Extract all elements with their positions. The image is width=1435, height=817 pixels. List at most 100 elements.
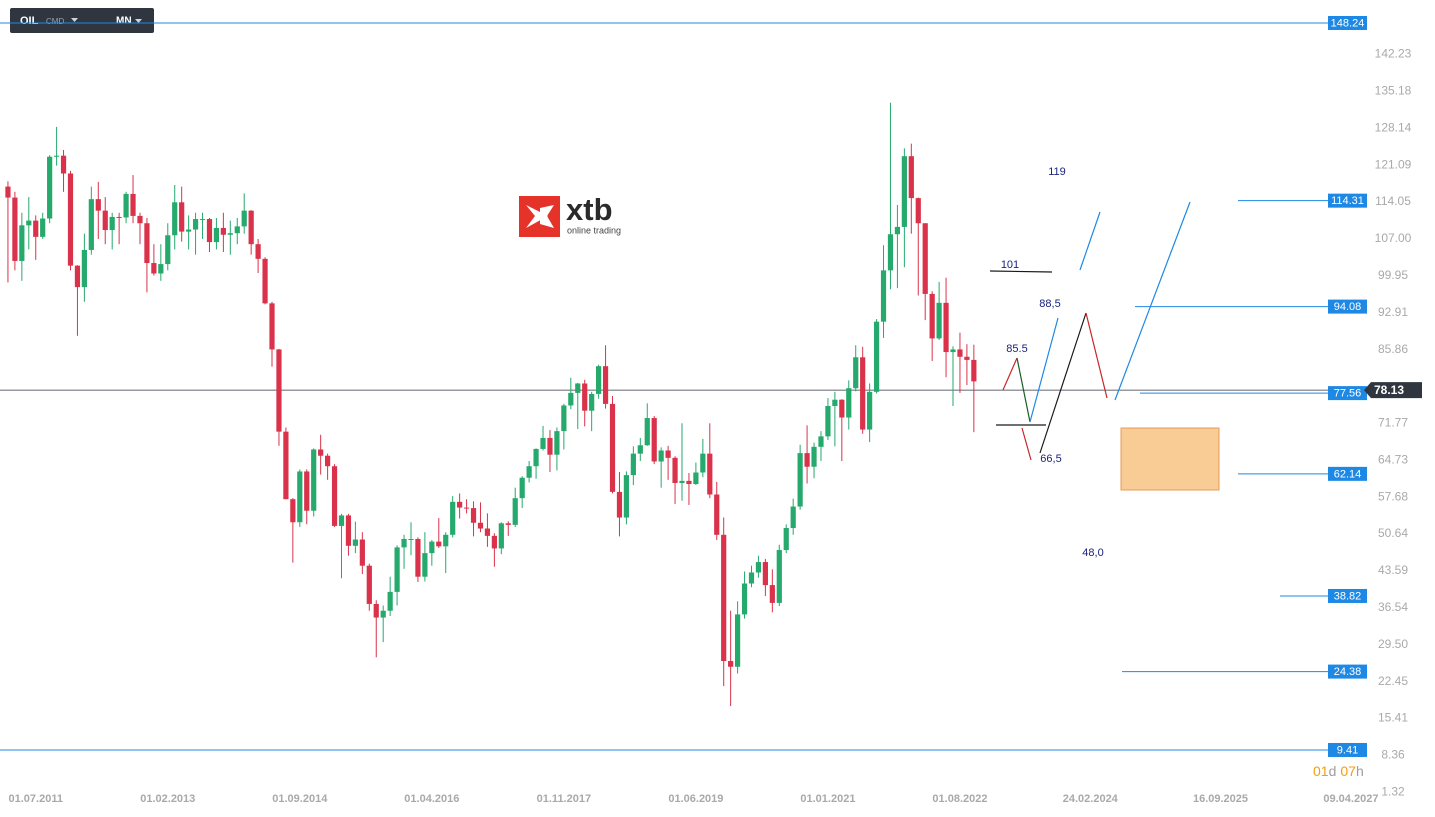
candle-body: [137, 215, 143, 224]
candle-body: [220, 227, 226, 235]
candle-body: [422, 553, 428, 577]
candle-body: [165, 235, 171, 265]
annotation: 101: [1001, 259, 1019, 271]
candle-body: [234, 226, 240, 234]
candle-body: [401, 538, 407, 548]
countdown-hours: 07: [1340, 763, 1356, 779]
y-tick-label: 50.64: [1378, 526, 1408, 540]
drawn-line: [1114, 201, 1191, 401]
level-label-bg: [1328, 15, 1367, 30]
drawn-line: [1016, 357, 1031, 423]
candle-body: [714, 494, 720, 535]
candle-body: [887, 234, 894, 271]
candle-body: [12, 197, 18, 261]
candle-body: [297, 471, 303, 523]
candle-body: [915, 198, 921, 224]
candle-body: [213, 227, 220, 243]
candle-body: [255, 244, 261, 259]
dropdown-arrow[interactable]: [135, 19, 142, 23]
level-label-bg: [1328, 664, 1367, 679]
candle-body: [81, 249, 87, 288]
candle-body: [53, 155, 60, 157]
countdown-day-unit: d: [1329, 763, 1337, 779]
level-label-bg: [1328, 466, 1367, 481]
candle-body: [679, 480, 685, 483]
y-tick-label: 85.86: [1378, 342, 1408, 356]
candle-body: [387, 591, 393, 611]
candle-body: [394, 547, 400, 592]
candle-body: [338, 515, 345, 526]
candle-body: [853, 357, 859, 389]
candle-body: [47, 156, 53, 219]
y-tick-label: 8.36: [1381, 748, 1405, 762]
annotation: 66,5: [1040, 453, 1061, 465]
countdown: 01d 07h: [1313, 763, 1364, 779]
candle-body: [922, 223, 928, 294]
candle-body: [345, 515, 352, 546]
candle-body: [908, 156, 914, 199]
toolbar: OIL CMD MN: [10, 8, 154, 33]
candle-body: [929, 293, 935, 339]
level-label-bg: [1328, 193, 1367, 208]
candle-body: [359, 539, 365, 566]
drawn-line: [1079, 211, 1101, 271]
candle-body: [491, 535, 497, 549]
candle-body: [609, 403, 616, 492]
candle-body: [950, 349, 956, 353]
candle-body: [832, 399, 838, 406]
candle-body: [241, 210, 247, 227]
candle-body: [700, 453, 706, 473]
level-label: 24.38: [1334, 666, 1362, 678]
toolbar-bg: [10, 8, 154, 33]
candle-body: [484, 528, 491, 536]
candle-body: [373, 603, 379, 618]
drawn-line: [1029, 317, 1059, 423]
candle-body: [880, 270, 887, 322]
instrument-kind[interactable]: CMD: [46, 17, 64, 26]
level-label: 77.56: [1334, 388, 1362, 400]
candle-body: [790, 506, 796, 529]
candle-body: [707, 453, 713, 495]
candle-body: [734, 614, 741, 667]
y-tick-label: 128.14: [1375, 120, 1412, 134]
candle-body: [728, 661, 734, 667]
candle-body: [894, 226, 901, 235]
y-tick-label: 114.05: [1375, 194, 1411, 208]
candle-body: [325, 455, 331, 467]
candle-body: [665, 450, 671, 458]
y-tick-label: 92.91: [1378, 305, 1408, 319]
drawn-line: [1002, 357, 1018, 391]
drawn-line: [1085, 312, 1108, 399]
logo: xtb online trading: [519, 192, 621, 237]
candle-body: [526, 466, 532, 478]
y-tick-label: 107.00: [1375, 231, 1412, 245]
level-label: 62.14: [1334, 468, 1362, 480]
y-tick-label: 36.54: [1378, 600, 1408, 614]
interval[interactable]: MN: [116, 16, 132, 27]
dropdown-arrow[interactable]: [71, 18, 78, 22]
level-label-bg: [1328, 386, 1367, 401]
candle-body: [102, 210, 108, 231]
drawn-line: [989, 270, 1053, 273]
candle-body: [797, 453, 803, 507]
candle-body: [248, 210, 254, 245]
candle-body: [721, 534, 727, 662]
candle-body: [589, 393, 595, 411]
candle-body: [352, 539, 358, 546]
candle-body: [40, 218, 46, 237]
current-price-label: 78.13: [1374, 383, 1404, 397]
y-tick-label: 43.59: [1378, 563, 1408, 577]
annotation: 48,0: [1082, 547, 1103, 559]
candle-body: [839, 399, 845, 418]
candle-body: [179, 202, 185, 232]
candle-body: [74, 265, 81, 288]
candle-body: [19, 225, 25, 261]
candle-body: [825, 405, 831, 437]
candle-body: [769, 585, 775, 603]
logo-brand: xtb: [566, 192, 613, 227]
annotation: 85.5: [1006, 343, 1027, 355]
symbol[interactable]: OIL: [20, 15, 39, 27]
candle-body: [776, 549, 782, 603]
